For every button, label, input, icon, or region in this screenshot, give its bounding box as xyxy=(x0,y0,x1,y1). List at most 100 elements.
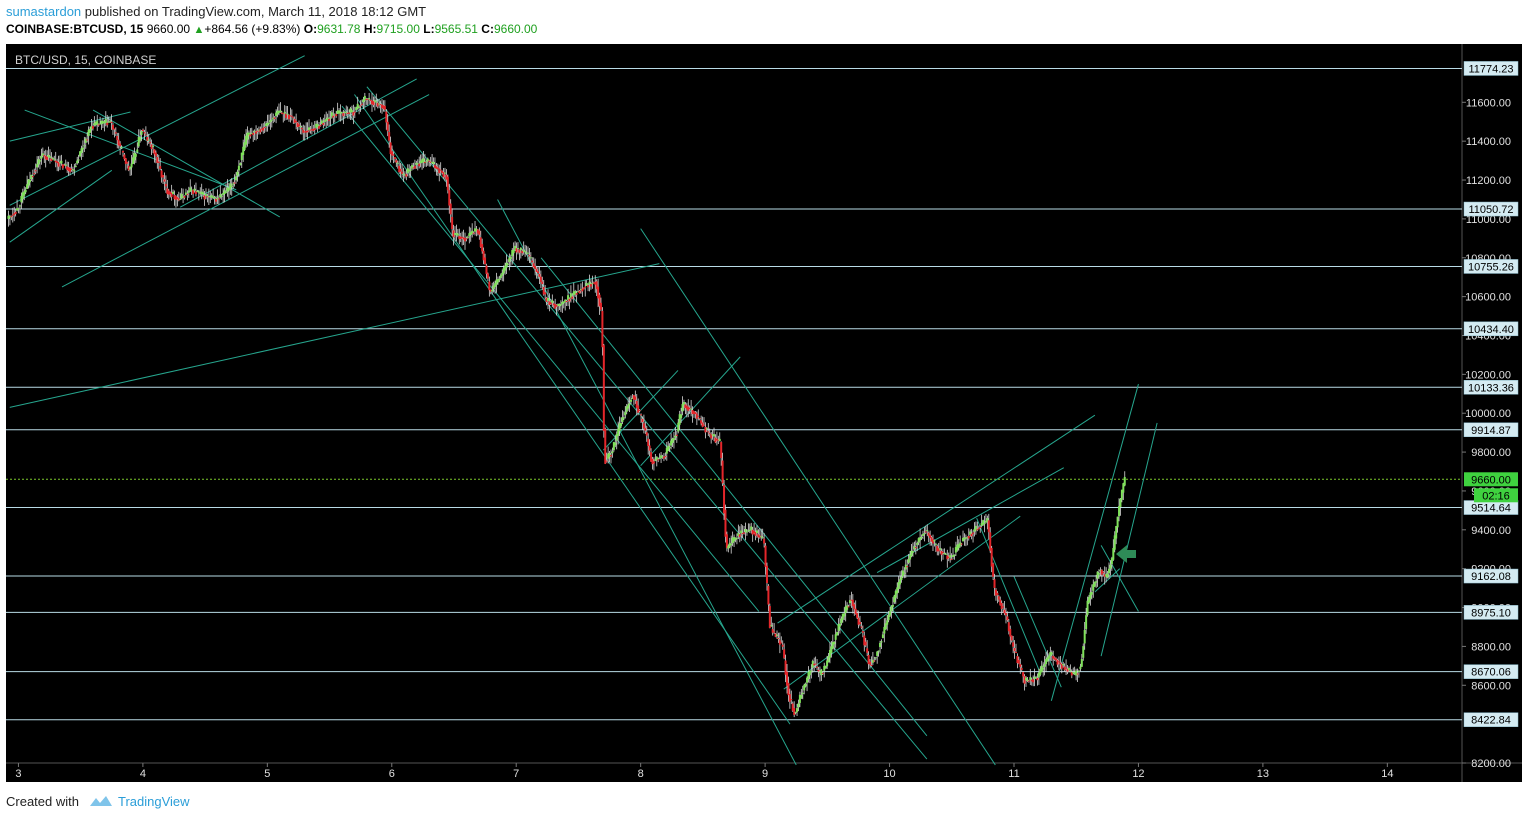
candle-body xyxy=(285,113,288,118)
candle-body xyxy=(565,300,568,302)
time-tick-label: 3 xyxy=(15,768,21,780)
candle-body xyxy=(1003,609,1006,614)
candle-body xyxy=(322,123,325,125)
candle-body xyxy=(854,608,857,615)
candle-body xyxy=(395,160,398,163)
candle-body xyxy=(429,161,432,163)
candle-body xyxy=(338,110,341,114)
candle-body xyxy=(979,527,982,529)
candle-body xyxy=(192,189,195,195)
current-price-label: 9660.00 xyxy=(1471,474,1511,486)
chart-area[interactable]: 11600.00 11400.00 11200.00 11000.00 10800.00… xyxy=(6,44,1522,782)
candle-body xyxy=(114,132,117,134)
candle-body xyxy=(464,237,467,242)
candle-body xyxy=(577,291,580,293)
candle-body xyxy=(876,651,879,656)
candle-body xyxy=(101,121,104,124)
candle-body xyxy=(1037,672,1040,678)
candle-body xyxy=(442,172,445,178)
candle-body xyxy=(820,669,823,676)
candle-body xyxy=(894,590,897,598)
candle-body xyxy=(780,642,783,644)
candle-body xyxy=(826,660,829,667)
candle-body xyxy=(239,163,242,166)
price-tick-label: 10600.00 xyxy=(1465,292,1511,304)
candle-body xyxy=(1083,630,1086,644)
candle-body xyxy=(1110,558,1113,565)
candle-body xyxy=(37,159,40,165)
candle-body xyxy=(298,124,301,127)
level-price-label: 11050.72 xyxy=(1468,204,1513,216)
trend-channel-line xyxy=(9,111,131,142)
candle-body xyxy=(14,211,17,214)
candle-body xyxy=(836,631,839,636)
candle-body xyxy=(713,434,716,437)
candle-body xyxy=(1004,613,1007,616)
candle-body xyxy=(94,121,97,126)
candle-body xyxy=(622,417,625,419)
candle-body xyxy=(803,684,806,691)
candle-body xyxy=(650,452,653,462)
candle-body xyxy=(940,550,943,555)
level-price-badge xyxy=(1463,664,1519,679)
candle-body xyxy=(760,536,763,538)
candle-body xyxy=(585,282,588,286)
high-value: 9715.00 xyxy=(376,22,420,36)
candle-body xyxy=(445,174,448,180)
candle-body xyxy=(110,121,113,123)
candle-body xyxy=(1086,600,1089,615)
candle-body xyxy=(152,145,155,147)
candle-body xyxy=(456,233,459,236)
publish-info: sumastardon published on TradingView.com… xyxy=(6,4,426,19)
trend-channel-line xyxy=(1100,422,1158,657)
candle-body xyxy=(901,570,904,577)
candle-body xyxy=(634,396,637,400)
candle-body xyxy=(366,98,369,100)
candle-body xyxy=(459,236,462,240)
candle-body xyxy=(170,192,173,197)
candle-body xyxy=(595,281,598,290)
time-tick-label: 13 xyxy=(1257,768,1269,780)
candle-body xyxy=(954,547,957,553)
candle-body xyxy=(277,111,280,113)
candle-body xyxy=(432,161,435,165)
candle-body xyxy=(528,255,531,257)
candle-body xyxy=(329,117,332,119)
candle-body xyxy=(131,157,134,164)
candle-body xyxy=(342,113,345,116)
trend-channel-line xyxy=(9,169,113,243)
candle-body xyxy=(363,95,366,101)
candle-body xyxy=(645,432,648,436)
candle-body xyxy=(362,99,365,103)
candle-body xyxy=(501,272,504,276)
candle-body xyxy=(909,554,912,560)
candle-body xyxy=(289,115,292,117)
candle-body xyxy=(144,134,147,136)
candle-body xyxy=(597,286,600,299)
candle-body xyxy=(788,694,791,702)
author-link[interactable]: sumastardon xyxy=(6,4,82,19)
candle-body xyxy=(806,677,809,683)
tradingview-link[interactable]: TradingView xyxy=(118,794,190,809)
level-price-label: 8422.84 xyxy=(1471,715,1511,727)
high-label: H: xyxy=(363,22,377,36)
candle-body xyxy=(194,191,197,194)
candle-body xyxy=(468,233,471,237)
candle-body xyxy=(1030,679,1033,682)
candle-body xyxy=(209,196,212,198)
candle-body xyxy=(379,104,382,106)
candle-body xyxy=(330,112,333,117)
candle-body xyxy=(43,155,46,157)
candle-body xyxy=(644,427,647,431)
candle-body xyxy=(51,157,54,160)
candle-body xyxy=(1106,573,1109,578)
price-chart[interactable]: 11600.0011400.0011200.0011000.0010800.00… xyxy=(6,44,1522,782)
candle-body xyxy=(140,131,143,135)
candle-body xyxy=(723,485,726,514)
candle-body xyxy=(401,171,404,174)
candle-body xyxy=(416,163,419,165)
candle-body xyxy=(537,271,539,274)
candle-body xyxy=(711,434,714,436)
candle-body xyxy=(200,191,203,194)
candle-body xyxy=(817,669,820,672)
